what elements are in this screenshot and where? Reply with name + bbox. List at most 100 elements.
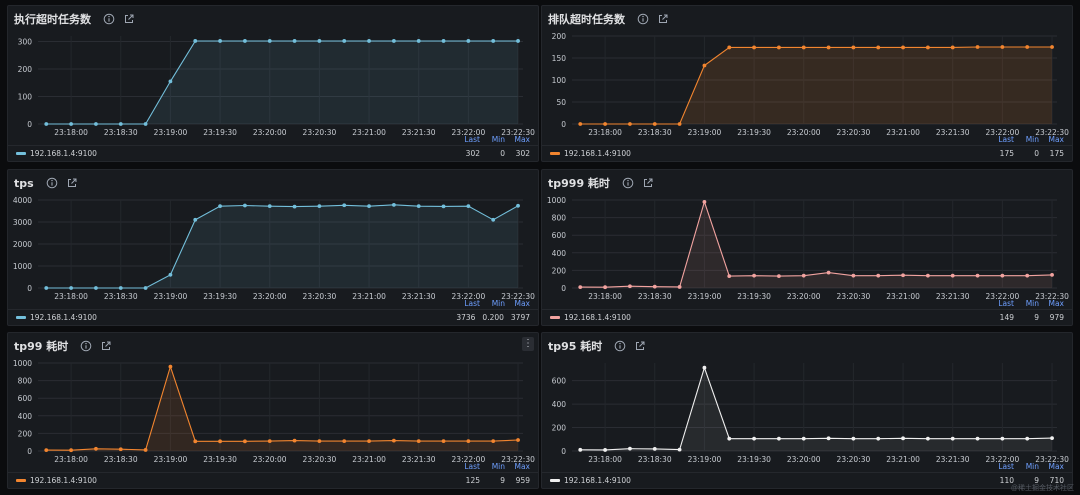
data-point[interactable] bbox=[777, 274, 781, 279]
data-point[interactable] bbox=[1025, 273, 1030, 278]
data-point[interactable] bbox=[44, 448, 49, 453]
data-point[interactable] bbox=[168, 272, 173, 277]
data-point[interactable] bbox=[727, 274, 732, 279]
data-point[interactable] bbox=[143, 122, 148, 126]
data-point[interactable] bbox=[578, 285, 583, 290]
legend-header-max[interactable]: Max bbox=[514, 462, 530, 471]
legend-header-max[interactable]: Max bbox=[514, 135, 530, 144]
data-point[interactable] bbox=[243, 203, 247, 208]
data-point[interactable] bbox=[466, 439, 471, 444]
data-point[interactable] bbox=[677, 285, 682, 289]
data-point[interactable] bbox=[677, 122, 682, 126]
legend-header-last[interactable]: Last bbox=[464, 299, 480, 308]
data-point[interactable] bbox=[243, 39, 247, 43]
data-point[interactable] bbox=[441, 204, 446, 209]
data-point[interactable] bbox=[317, 39, 322, 43]
data-point[interactable] bbox=[267, 439, 272, 444]
data-point[interactable] bbox=[578, 122, 583, 126]
data-point[interactable] bbox=[1025, 436, 1030, 441]
data-point[interactable] bbox=[491, 439, 496, 444]
info-icon[interactable] bbox=[80, 340, 92, 352]
data-point[interactable] bbox=[44, 286, 49, 290]
data-point[interactable] bbox=[516, 438, 520, 442]
data-point[interactable] bbox=[441, 39, 446, 43]
data-point[interactable] bbox=[69, 122, 74, 126]
data-point[interactable] bbox=[342, 203, 347, 208]
data-point[interactable] bbox=[168, 364, 173, 369]
data-point[interactable] bbox=[1025, 45, 1030, 49]
data-point[interactable] bbox=[1050, 45, 1054, 49]
data-point[interactable] bbox=[491, 217, 496, 222]
legend-series-name[interactable]: 192.168.1.4:9100 bbox=[564, 149, 631, 158]
data-point[interactable] bbox=[752, 273, 756, 278]
panel-tp99[interactable]: tp99 耗时 ⋮ 0 200 400 600 800 1000 23:18:00 23:18:3… bbox=[7, 332, 539, 489]
data-point[interactable] bbox=[851, 436, 856, 441]
legend-row[interactable]: 192.168.1.4:9100 302 0 302 bbox=[8, 145, 538, 161]
data-point[interactable] bbox=[727, 45, 732, 50]
external-link-icon[interactable] bbox=[123, 13, 135, 25]
data-point[interactable] bbox=[218, 204, 222, 209]
data-point[interactable] bbox=[466, 204, 471, 209]
data-point[interactable] bbox=[491, 39, 496, 43]
data-point[interactable] bbox=[826, 45, 831, 50]
data-point[interactable] bbox=[367, 439, 371, 444]
data-point[interactable] bbox=[1000, 436, 1005, 441]
data-point[interactable] bbox=[69, 448, 74, 453]
data-point[interactable] bbox=[267, 204, 272, 209]
data-point[interactable] bbox=[777, 45, 781, 50]
data-point[interactable] bbox=[603, 285, 608, 290]
data-point[interactable] bbox=[118, 122, 123, 126]
data-point[interactable] bbox=[628, 284, 632, 289]
data-point[interactable] bbox=[218, 439, 222, 444]
legend-header-last[interactable]: Last bbox=[998, 462, 1014, 471]
data-point[interactable] bbox=[925, 273, 930, 278]
info-icon[interactable] bbox=[637, 13, 649, 25]
data-point[interactable] bbox=[118, 447, 123, 452]
data-point[interactable] bbox=[516, 39, 520, 43]
data-point[interactable] bbox=[777, 436, 781, 441]
data-point[interactable] bbox=[652, 446, 657, 451]
external-link-icon[interactable] bbox=[100, 340, 112, 352]
data-point[interactable] bbox=[901, 273, 905, 278]
data-point[interactable] bbox=[801, 273, 806, 278]
data-point[interactable] bbox=[851, 45, 856, 50]
data-point[interactable] bbox=[901, 436, 905, 441]
data-point[interactable] bbox=[292, 204, 297, 209]
data-point[interactable] bbox=[94, 286, 98, 290]
data-point[interactable] bbox=[267, 39, 272, 43]
legend-header-min[interactable]: Min bbox=[1025, 299, 1039, 308]
legend-header-last[interactable]: Last bbox=[998, 299, 1014, 308]
info-icon[interactable] bbox=[46, 177, 58, 189]
data-point[interactable] bbox=[143, 448, 148, 452]
panel-title[interactable]: 排队超时任务数 bbox=[548, 13, 625, 26]
legend-header-min[interactable]: Min bbox=[491, 135, 505, 144]
data-point[interactable] bbox=[801, 436, 806, 441]
data-point[interactable] bbox=[925, 436, 930, 441]
panel-title[interactable]: 执行超时任务数 bbox=[14, 13, 91, 26]
data-point[interactable] bbox=[94, 446, 98, 451]
legend-header-min[interactable]: Min bbox=[491, 299, 505, 308]
data-point[interactable] bbox=[925, 45, 930, 50]
legend-header-max[interactable]: Max bbox=[514, 299, 530, 308]
data-point[interactable] bbox=[441, 439, 446, 444]
data-point[interactable] bbox=[652, 122, 657, 126]
data-point[interactable] bbox=[950, 45, 955, 50]
data-point[interactable] bbox=[69, 286, 74, 290]
data-point[interactable] bbox=[702, 365, 707, 370]
data-point[interactable] bbox=[901, 45, 905, 50]
data-point[interactable] bbox=[416, 204, 421, 209]
data-point[interactable] bbox=[727, 436, 732, 441]
legend-header-last[interactable]: Last bbox=[464, 135, 480, 144]
data-point[interactable] bbox=[975, 45, 980, 49]
data-point[interactable] bbox=[218, 39, 222, 43]
data-point[interactable] bbox=[752, 45, 756, 50]
data-point[interactable] bbox=[1050, 436, 1054, 440]
panel-title[interactable]: tp999 耗时 bbox=[548, 177, 610, 190]
legend-row[interactable]: 192.168.1.4:9100 110 9 710 bbox=[542, 472, 1072, 488]
data-point[interactable] bbox=[416, 439, 421, 444]
legend-row[interactable]: 192.168.1.4:9100 175 0 175 bbox=[542, 145, 1072, 161]
legend-header-min[interactable]: Min bbox=[1025, 462, 1039, 471]
external-link-icon[interactable] bbox=[634, 340, 646, 352]
legend-row[interactable]: 192.168.1.4:9100 3736 0.200 3797 bbox=[8, 309, 538, 325]
data-point[interactable] bbox=[876, 45, 881, 50]
